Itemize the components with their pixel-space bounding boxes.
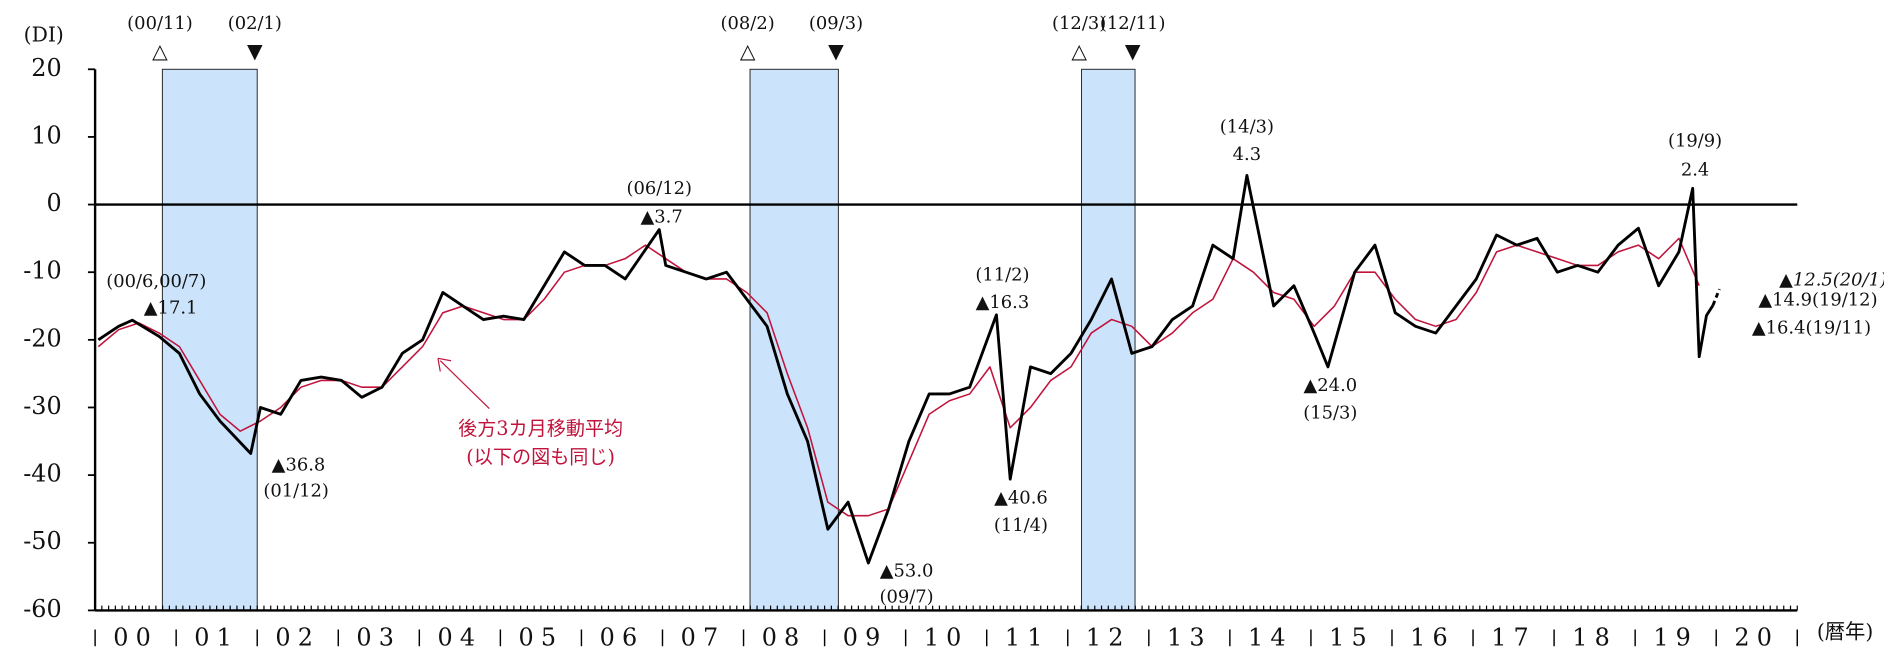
x-tick-label: 14 [1248, 624, 1293, 651]
value-label: ▲14.9(19/12) [1758, 290, 1877, 311]
x-tick-label: 07 [681, 624, 726, 651]
value-label-date: (00/6,00/7) [106, 271, 206, 292]
y-tick-label: 10 [31, 121, 61, 149]
value-label-date: (14/3) [1220, 117, 1274, 138]
value-label: 2.4 [1681, 159, 1709, 180]
value-label: ▲53.0 [880, 560, 934, 581]
x-tick-label: 10 [924, 624, 969, 651]
turning-point-symbol: ▼ [828, 39, 844, 63]
turning-point-date: (08/2) [721, 13, 775, 34]
x-tick-label: 09 [843, 624, 888, 651]
data-line [97, 237, 1700, 517]
recession-band [1081, 68, 1136, 611]
turning-point-symbol: △ [740, 39, 756, 63]
x-tick-label: 05 [519, 624, 564, 651]
value-label: ▲24.0 [1304, 375, 1358, 396]
value-label-date: (19/12) [1812, 290, 1878, 311]
y-tick-label: -20 [23, 324, 61, 352]
value-label: ▲12.5(20/1) [1779, 270, 1884, 291]
y-axis-label: (DI) [24, 22, 64, 46]
x-tick-label: 18 [1572, 624, 1617, 651]
turning-point-date: (12/11) [1100, 13, 1166, 34]
value-label: 4.3 [1233, 144, 1261, 165]
turning-point-date: (02/1) [228, 13, 282, 34]
value-label-date: (11/4) [994, 515, 1048, 536]
value-label-number: ▲16.4 [1752, 318, 1806, 339]
x-tick-label: 13 [1167, 624, 1212, 651]
value-label-date: (19/11) [1806, 318, 1872, 339]
value-label: ▲3.7 [641, 207, 683, 228]
y-tick-label: 20 [31, 54, 61, 82]
value-label: ▲16.4(19/11) [1752, 318, 1871, 339]
value-label-date: (20/1) [1833, 270, 1884, 291]
y-tick-label: -50 [23, 527, 61, 555]
value-label: ▲17.1 [144, 297, 198, 318]
note-arrow [439, 360, 490, 409]
x-tick-label: 17 [1491, 624, 1536, 651]
recession-band [749, 68, 839, 611]
value-label-number: ▲14.9 [1758, 290, 1812, 311]
turning-point-date: (00/11) [127, 13, 193, 34]
turning-point-symbol: △ [1071, 39, 1087, 63]
value-label-date: (15/3) [1303, 402, 1357, 423]
x-tick-label: 12 [1086, 624, 1131, 651]
x-tick-label: 20 [1734, 624, 1779, 651]
x-tick-label: 15 [1329, 624, 1374, 651]
value-label-date: (01/12) [263, 481, 329, 502]
turning-point-symbol: ▼ [247, 39, 263, 63]
x-tick-label: 03 [356, 624, 401, 651]
x-tick-label: 11 [1005, 624, 1050, 651]
x-tick-label: 08 [762, 624, 807, 651]
x-tick-label: 19 [1653, 624, 1698, 651]
data-line [1711, 288, 1721, 306]
x-tick-label: 16 [1410, 624, 1455, 651]
value-label: ▲36.8 [272, 454, 326, 475]
value-label: ▲40.6 [994, 487, 1048, 508]
data-line [97, 174, 1715, 565]
value-label-date: (11/2) [975, 264, 1029, 285]
turning-point-symbol: △ [152, 39, 168, 63]
recession-band [161, 68, 258, 611]
value-label-date: (09/7) [879, 587, 933, 608]
x-tick-label: 06 [600, 624, 645, 651]
y-tick-label: -40 [23, 460, 61, 488]
turning-point-date: (12/3) [1052, 13, 1106, 34]
x-tick-label: 02 [275, 624, 320, 651]
x-tick-label: 00 [113, 624, 158, 651]
value-label: ▲16.3 [976, 292, 1030, 313]
turning-point-symbol: ▼ [1125, 39, 1141, 63]
ma-note: 後方3カ月移動平均 [458, 417, 623, 440]
x-tick-label: 04 [437, 624, 482, 651]
value-label-date: (19/9) [1668, 131, 1722, 152]
turning-point-date: (09/3) [809, 13, 863, 34]
y-tick-label: -30 [23, 392, 61, 420]
y-tick-label: 0 [46, 189, 61, 217]
value-label-number: ▲12.5 [1779, 270, 1833, 291]
y-tick-label: -60 [23, 595, 61, 623]
note-arrowhead [437, 357, 452, 372]
y-tick-label: -10 [23, 257, 61, 285]
ma-note: (以下の図も同じ) [466, 446, 615, 469]
value-label-date: (06/12) [626, 178, 692, 199]
x-tick-label: 01 [194, 624, 239, 651]
x-axis-label: (暦年) [1817, 620, 1873, 644]
